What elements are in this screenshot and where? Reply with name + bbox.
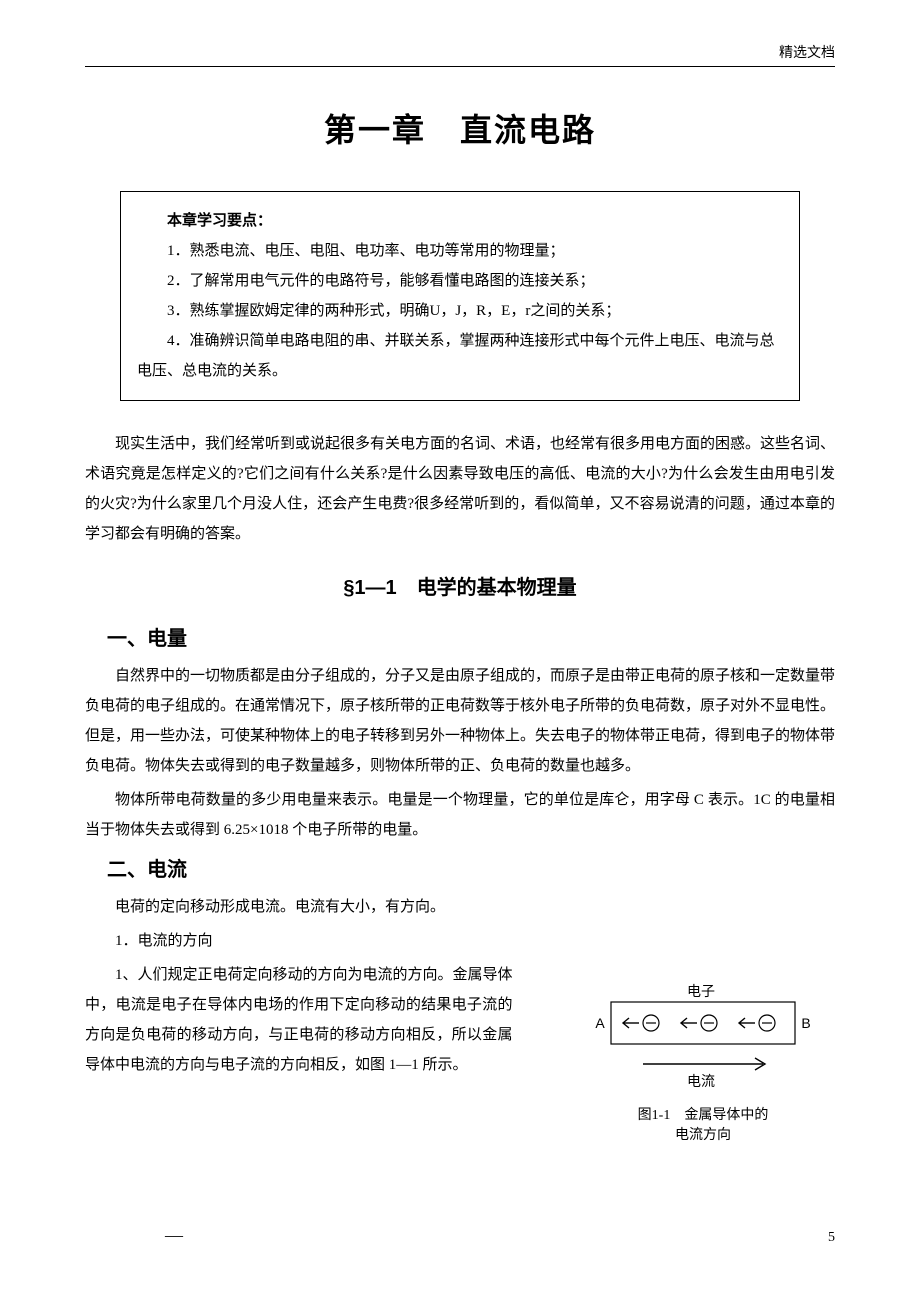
fig-label-a: A (595, 1015, 605, 1031)
footer-dash: — (165, 1225, 185, 1246)
study-item: 1．熟悉电流、电压、电阻、电功率、电功等常用的物理量； (137, 236, 783, 266)
subheading-1: 一、电量 (85, 622, 835, 651)
header-rule (85, 66, 835, 67)
body-paragraph: 自然界中的一切物质都是由分子组成的，分子又是由原子组成的，而原子是由带正电荷的原… (85, 661, 835, 781)
body-paragraph: 物体所带电荷数量的多少用电量来表示。电量是一个物理量，它的单位是库仑，用字母 C… (85, 785, 835, 845)
header-label: 精选文档 (779, 42, 835, 62)
body-paragraph: 1、人们规定正电荷定向移动的方向为电流的方向。金属导体中，电流是电子在导体内电场… (85, 960, 513, 1080)
electron-icon (623, 1015, 659, 1031)
study-item: 3．熟练掌握欧姆定律的两种形式，明确U，J，R，E，r之间的关系； (137, 296, 783, 326)
body-paragraph: 1．电流的方向 (85, 926, 835, 956)
fig-label-current: 电流 (687, 1074, 715, 1090)
intro-paragraph: 现实生活中，我们经常听到或说起很多有关电方面的名词、术语，也经常有很多用电方面的… (85, 429, 835, 549)
figure-caption-line: 电流方向 (675, 1128, 731, 1143)
study-box-title: 本章学习要点： (137, 206, 783, 236)
study-points-box: 本章学习要点： 1．熟悉电流、电压、电阻、电功率、电功等常用的物理量； 2．了解… (120, 191, 800, 401)
figure-caption-line: 图1-1 金属导体中的 (638, 1108, 769, 1123)
chapter-title: 第一章 直流电路 (85, 105, 835, 151)
body-paragraph: 电荷的定向移动形成电流。电流有大小，有方向。 (85, 892, 835, 922)
electron-icon (739, 1015, 775, 1031)
electron-icon (681, 1015, 717, 1031)
subheading-2: 二、电流 (85, 853, 835, 882)
figure-1-1: 电子 A B (563, 980, 843, 1145)
study-item: 2．了解常用电气元件的电路符号，能够看懂电路图的连接关系； (137, 266, 783, 296)
figure-caption: 图1-1 金属导体中的 电流方向 (563, 1106, 843, 1145)
conductor-diagram-icon: 电子 A B (573, 980, 833, 1100)
page-number: 5 (828, 1230, 835, 1246)
section-title: §1—1 电学的基本物理量 (85, 571, 835, 600)
study-item: 4．准确辨识简单电路电阻的串、并联关系，掌握两种连接形式中每个元件上电压、电流与… (137, 326, 783, 386)
fig-label-electron: 电子 (687, 984, 715, 1000)
fig-label-b: B (801, 1015, 810, 1031)
text-with-figure-row: 1、人们规定正电荷定向移动的方向为电流的方向。金属导体中，电流是电子在导体内电场… (85, 960, 835, 1080)
section-name: 电学的基本物理量 (417, 577, 577, 599)
section-number: §1—1 (343, 577, 396, 599)
